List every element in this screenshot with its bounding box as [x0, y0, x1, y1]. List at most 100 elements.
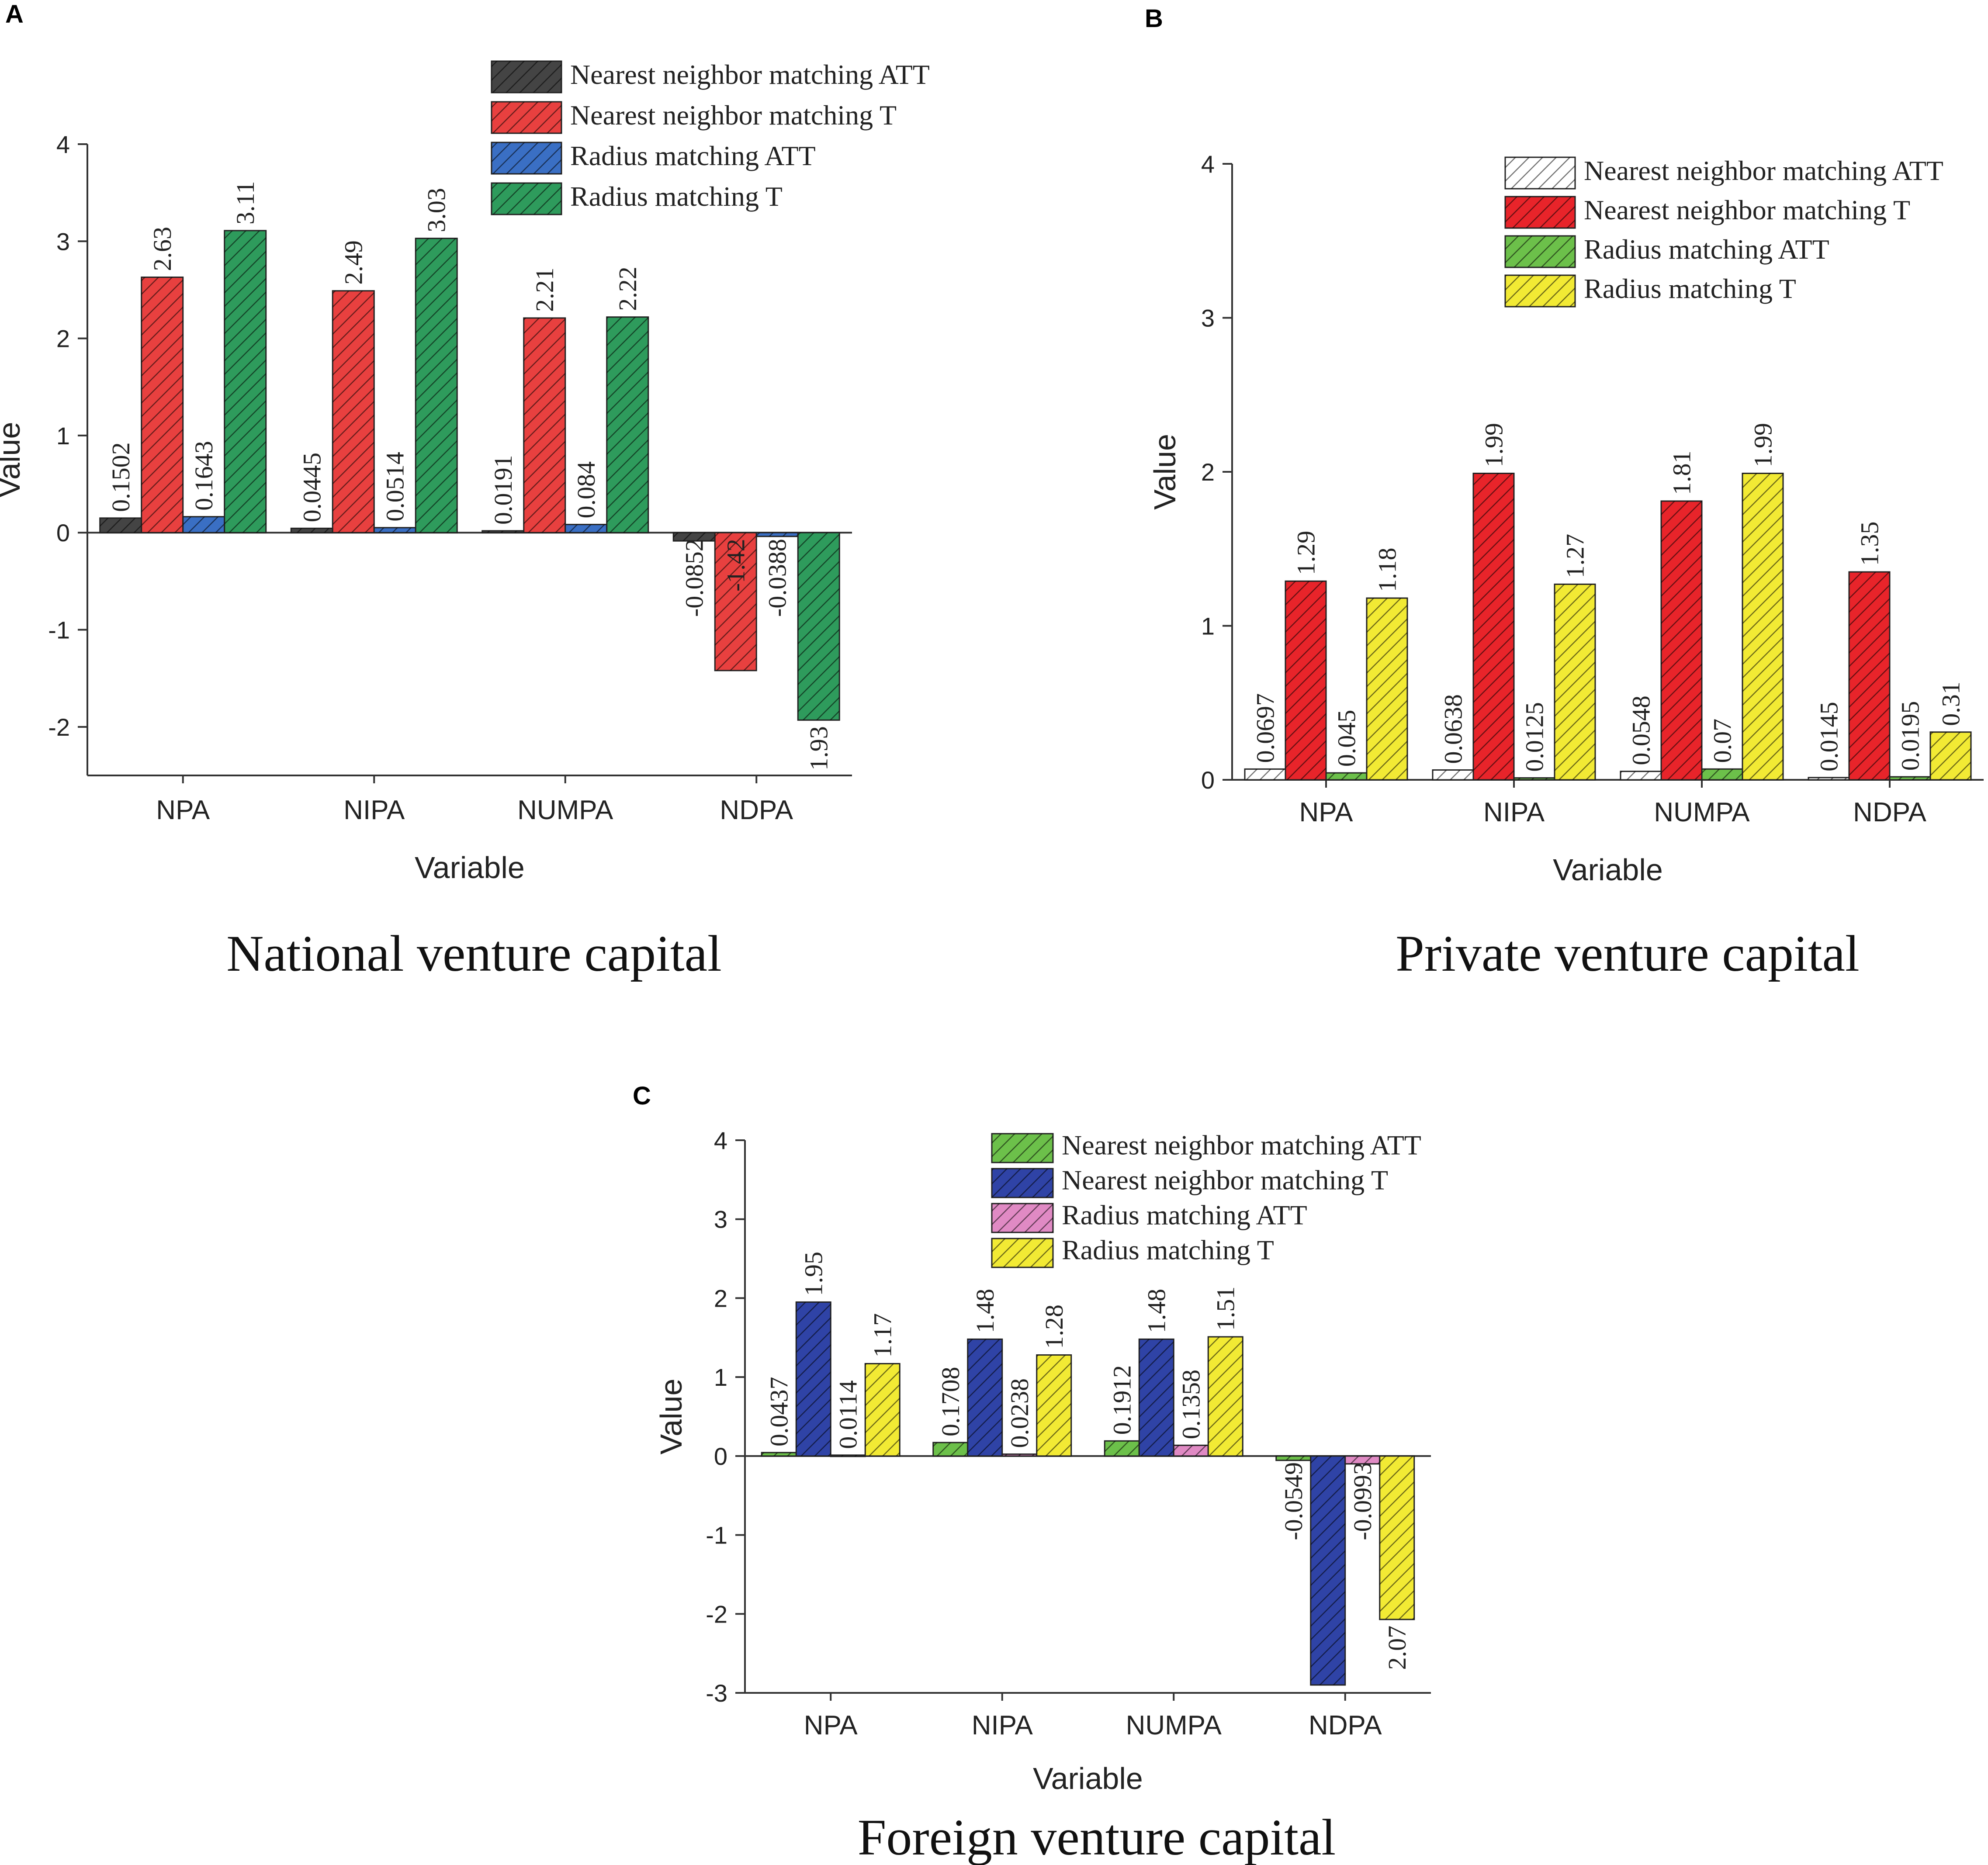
chart-c-category-label: NUMPA — [1126, 1710, 1222, 1740]
chart-a-legend-swatch-hatch — [492, 142, 561, 174]
chart-b-bar-hatch — [1890, 777, 1930, 780]
chart-a-y-tick-label: 1 — [56, 422, 70, 450]
chart-a-bar-hatch — [523, 318, 565, 533]
chart-b-data-label: 0.31 — [1937, 682, 1965, 726]
chart-c-bar-hatch — [1208, 1336, 1243, 1456]
chart-c-legend-label: Nearest neighbor matching ATT — [1062, 1130, 1421, 1161]
chart-c-y-axis-title: Value — [654, 1379, 688, 1455]
chart-b-data-label: 0.0638 — [1439, 694, 1468, 764]
chart-b-legend-label: Radius matching T — [1584, 273, 1796, 304]
chart-a-bar-hatch — [374, 527, 416, 533]
chart-c-data-label: 1.51 — [1212, 1286, 1240, 1331]
chart-c-y-tick-label: -1 — [706, 1522, 727, 1549]
chart-c-bar-hatch — [1379, 1456, 1414, 1619]
chart-c-y-tick-label: 3 — [714, 1206, 727, 1233]
chart-a-y-tick-label: 3 — [56, 228, 70, 255]
chart-b-legend-swatch-hatch — [1505, 157, 1575, 189]
chart-b-y-tick-label: 2 — [1201, 458, 1215, 486]
chart-c-data-label: 0.1912 — [1108, 1365, 1136, 1435]
chart-a-bar-hatch — [100, 518, 142, 533]
chart-b-y-tick-label: 0 — [1201, 766, 1215, 794]
chart-c-y-tick-label: 1 — [714, 1363, 727, 1391]
chart-c-legend-swatch-hatch — [992, 1169, 1053, 1197]
panel-b-letter: B — [1145, 4, 1163, 33]
chart-b-category-label: NIPA — [1483, 797, 1545, 827]
chart-a-legend-label: Radius matching T — [570, 181, 783, 212]
chart-a-category-label: NDPA — [720, 795, 793, 825]
chart-c-bar-hatch — [762, 1452, 797, 1456]
chart-a-bar-hatch — [332, 291, 374, 533]
chart-b-data-label: 1.18 — [1373, 548, 1402, 592]
chart-a-y-tick-label: -1 — [48, 616, 70, 644]
chart-b-legend-swatch-hatch — [1505, 236, 1575, 267]
chart-c-y-tick-label: 4 — [714, 1127, 727, 1154]
chart-b-bar-hatch — [1473, 473, 1514, 780]
chart-b-bar-hatch — [1661, 501, 1702, 780]
caption-national: National venture capital — [226, 925, 722, 982]
chart-a-data-label: 3.03 — [423, 188, 451, 232]
chart-c-category-label: NIPA — [972, 1710, 1033, 1740]
chart-b-legend-swatch-hatch — [1505, 197, 1575, 228]
chart-b-bar-hatch — [1367, 598, 1407, 780]
chart-b-bar-hatch — [1849, 572, 1890, 780]
chart-a-x-axis-title: Variable — [415, 851, 525, 885]
chart-c-y-tick-label: 2 — [714, 1284, 727, 1312]
chart-c-data-label: 0.0437 — [765, 1377, 793, 1446]
chart-b-y-tick-label: 4 — [1201, 150, 1215, 178]
chart-b-legend-label: Nearest neighbor matching T — [1584, 194, 1910, 225]
chart-c-bar-hatch — [865, 1363, 900, 1456]
chart-a-data-label: 2.49 — [339, 240, 368, 285]
chart-c-data-label: 1.48 — [971, 1289, 999, 1333]
chart-b-bar-hatch — [1808, 777, 1849, 780]
chart-a-y-tick-label: 4 — [56, 131, 70, 158]
chart-c-legend-swatch-hatch — [992, 1134, 1053, 1163]
chart-a-data-label: -1.42 — [722, 539, 750, 592]
chart-c-legend-swatch-hatch — [992, 1239, 1053, 1267]
caption-private: Private venture capital — [1396, 925, 1860, 982]
chart-a-bar-hatch — [141, 277, 183, 533]
chart-b-data-label: 1.27 — [1561, 534, 1590, 578]
chart-a-data-label: 1.93 — [805, 726, 833, 771]
caption-foreign: Foreign venture capital — [858, 1809, 1336, 1865]
chart-a-y-tick-label: 2 — [56, 325, 70, 353]
panel-b-letter-text: B — [1145, 4, 1163, 33]
chart-a-legend-label: Nearest neighbor matching T — [570, 100, 897, 131]
chart-a-bar-hatch — [482, 530, 524, 533]
chart-c-data-label: 0.0114 — [834, 1380, 862, 1449]
chart-b-data-label: 1.99 — [1749, 423, 1777, 467]
chart-c-data-label: -0.0993 — [1348, 1462, 1377, 1540]
chart-c-x-axis-title: Variable — [1033, 1761, 1143, 1796]
chart-b-data-label: 0.045 — [1333, 710, 1361, 767]
chart-a-data-label: -0.0852 — [680, 539, 709, 617]
chart-b-bar-hatch — [1555, 584, 1595, 780]
chart-c-data-label: 0.0238 — [1005, 1378, 1034, 1448]
chart-c-data-label: 1.28 — [1040, 1304, 1068, 1349]
chart-b-data-label: 1.99 — [1480, 423, 1508, 467]
chart-c-y-tick-label: 0 — [714, 1443, 727, 1470]
chart-b-bar-hatch — [1742, 473, 1783, 780]
chart-c-data-label: 1.48 — [1143, 1289, 1171, 1333]
chart-b-legend-swatch-hatch — [1505, 275, 1575, 307]
chart-b-bar-hatch — [1702, 769, 1742, 780]
chart-c-bar-hatch — [1174, 1445, 1209, 1456]
chart-a-bar-hatch — [673, 533, 715, 541]
panel-a-letter-text: A — [5, 0, 24, 28]
chart-b-data-label: 1.81 — [1668, 450, 1696, 495]
chart-b-category-label: NUMPA — [1654, 797, 1750, 827]
chart-a-data-label: 0.1502 — [107, 442, 135, 512]
chart-a-category-label: NUMPA — [517, 795, 613, 825]
chart-a-bar-hatch — [224, 230, 266, 533]
chart-b-plot: 0 1 2 3 4 NPA 0.0697 1.29 0.045 1.18 NIPA 0.0638 1.9… — [1148, 150, 1984, 887]
chart-a-data-label: 0.0445 — [298, 453, 326, 522]
chart-b-data-label: 0.07 — [1708, 719, 1737, 763]
chart-c-data-label: 0.1358 — [1177, 1370, 1205, 1439]
chart-a-bar-hatch — [606, 317, 648, 533]
chart-b-bar-hatch — [1514, 778, 1555, 780]
chart-c-bar-hatch — [1036, 1355, 1071, 1456]
chart-b-data-label: 0.0145 — [1815, 702, 1843, 772]
chart-b-data-label: 0.0195 — [1896, 701, 1925, 771]
chart-a-bar-hatch — [798, 533, 840, 720]
chart-a-plot: -2 -1 0 1 2 3 4 NPA 0.1502 2.63 0.1643 3.11 NIPA 0.04… — [0, 59, 930, 885]
